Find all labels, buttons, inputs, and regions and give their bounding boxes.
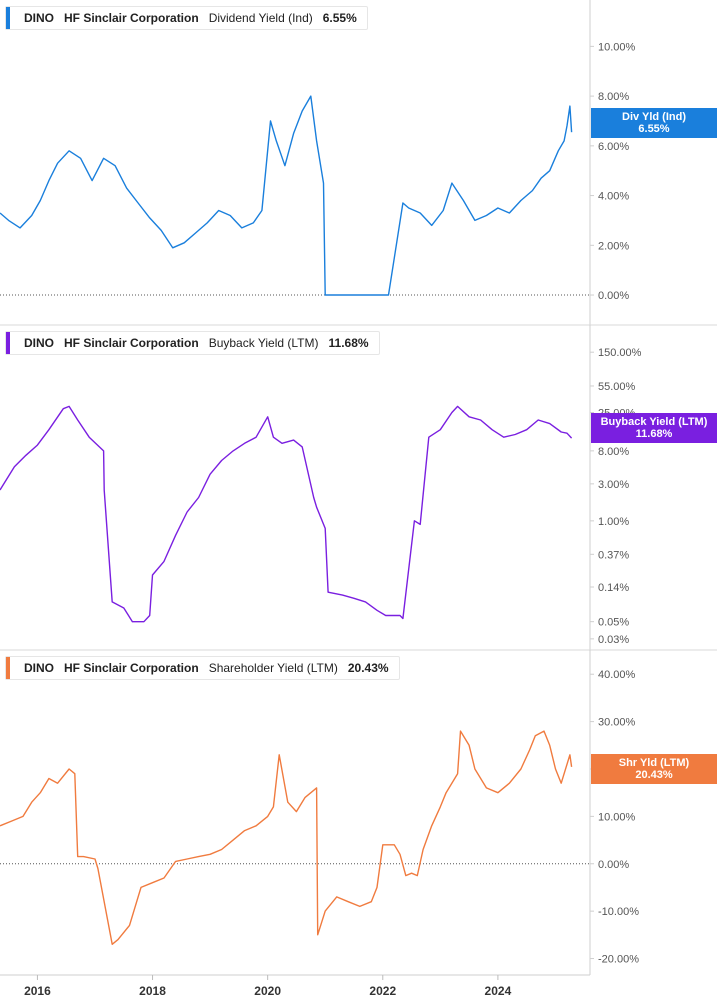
legend-company: HF Sinclair Corporation bbox=[64, 11, 199, 25]
y-tick-label: 0.00% bbox=[598, 290, 629, 302]
y-tick-label: 30.00% bbox=[598, 717, 636, 729]
y-tick-label: 6.00% bbox=[598, 141, 629, 153]
y-tick-label: -20.00% bbox=[598, 954, 639, 966]
series-color-swatch bbox=[6, 332, 10, 354]
x-tick-label: 2020 bbox=[254, 984, 281, 998]
y-tick-label: -10.00% bbox=[598, 906, 639, 918]
y-tick-label: 40.00% bbox=[598, 669, 636, 681]
chart-panel-0: 0.00% 2.00% 4.00% 6.00% 8.00% 10.00% bbox=[0, 0, 717, 326]
y-tick-label: 8.00% bbox=[598, 91, 629, 103]
legend-metric: Buyback Yield (LTM) bbox=[208, 336, 319, 350]
series-line bbox=[0, 405, 573, 623]
y-tick-label: 4.00% bbox=[598, 191, 629, 203]
chart-panel-2: -20.00%-10.00%0.00%10.00%20.00%30.00%40.… bbox=[0, 650, 639, 975]
y-tick-label: 3.00% bbox=[598, 479, 629, 491]
y-tick-label: 55.00% bbox=[598, 381, 636, 393]
x-tick-label: 2016 bbox=[24, 984, 51, 998]
y-tick-label: 0.00% bbox=[598, 859, 629, 871]
flag-value: 6.55% bbox=[638, 123, 670, 135]
legend-ticker: DINO bbox=[24, 661, 54, 675]
x-tick-label: 2018 bbox=[139, 984, 166, 998]
current-value-flag-dividend: Div Yld (Ind) 6.55% bbox=[591, 108, 717, 138]
series-line bbox=[0, 95, 573, 296]
chart-panel-1: 0.03%0.05%0.14%0.37%1.00%3.00%8.00%25.00… bbox=[0, 325, 717, 651]
flag-label: Div Yld (Ind) bbox=[622, 111, 686, 123]
y-tick-label: 10.00% bbox=[598, 41, 636, 53]
legend-metric: Dividend Yield (Ind) bbox=[208, 11, 313, 25]
y-tick-label: 0.03% bbox=[598, 634, 629, 646]
current-value-flag-shareholder: Shr Yld (LTM) 20.43% bbox=[591, 754, 717, 784]
y-tick-label: 0.14% bbox=[598, 582, 629, 594]
flag-label: Shr Yld (LTM) bbox=[618, 757, 690, 769]
legend-value: 20.43% bbox=[347, 661, 389, 675]
legend-dividend-yield[interactable]: DINO HF Sinclair Corporation Dividend Yi… bbox=[5, 6, 368, 30]
legend-ticker: DINO bbox=[24, 11, 54, 25]
y-tick-label: 10.00% bbox=[598, 811, 636, 823]
y-tick-label: 1.00% bbox=[598, 516, 629, 528]
x-tick-label: 2024 bbox=[485, 984, 512, 998]
legend-value: 6.55% bbox=[322, 11, 357, 25]
legend-company: HF Sinclair Corporation bbox=[64, 661, 199, 675]
y-tick-label: 0.05% bbox=[598, 617, 629, 629]
legend-metric: Shareholder Yield (LTM) bbox=[208, 661, 338, 675]
y-tick-label: 2.00% bbox=[598, 240, 629, 252]
flag-value: 11.68% bbox=[635, 428, 673, 440]
legend-shareholder-yield[interactable]: DINO HF Sinclair Corporation Shareholder… bbox=[5, 656, 400, 680]
series-color-swatch bbox=[6, 657, 10, 679]
y-tick-label: 8.00% bbox=[598, 446, 629, 458]
legend-buyback-yield[interactable]: DINO HF Sinclair Corporation Buyback Yie… bbox=[5, 331, 380, 355]
legend-company: HF Sinclair Corporation bbox=[64, 336, 199, 350]
flag-value: 20.43% bbox=[635, 769, 673, 781]
flag-label: Buyback Yield (LTM) bbox=[600, 416, 708, 428]
y-tick-label: 150.00% bbox=[598, 347, 642, 359]
y-tick-label: 0.37% bbox=[598, 549, 629, 561]
series-color-swatch bbox=[6, 7, 10, 29]
current-value-flag-buyback: Buyback Yield (LTM) 11.68% bbox=[591, 413, 717, 443]
legend-ticker: DINO bbox=[24, 336, 54, 350]
series-line bbox=[0, 730, 573, 945]
legend-value: 11.68% bbox=[328, 336, 369, 350]
x-tick-label: 2022 bbox=[369, 984, 396, 998]
